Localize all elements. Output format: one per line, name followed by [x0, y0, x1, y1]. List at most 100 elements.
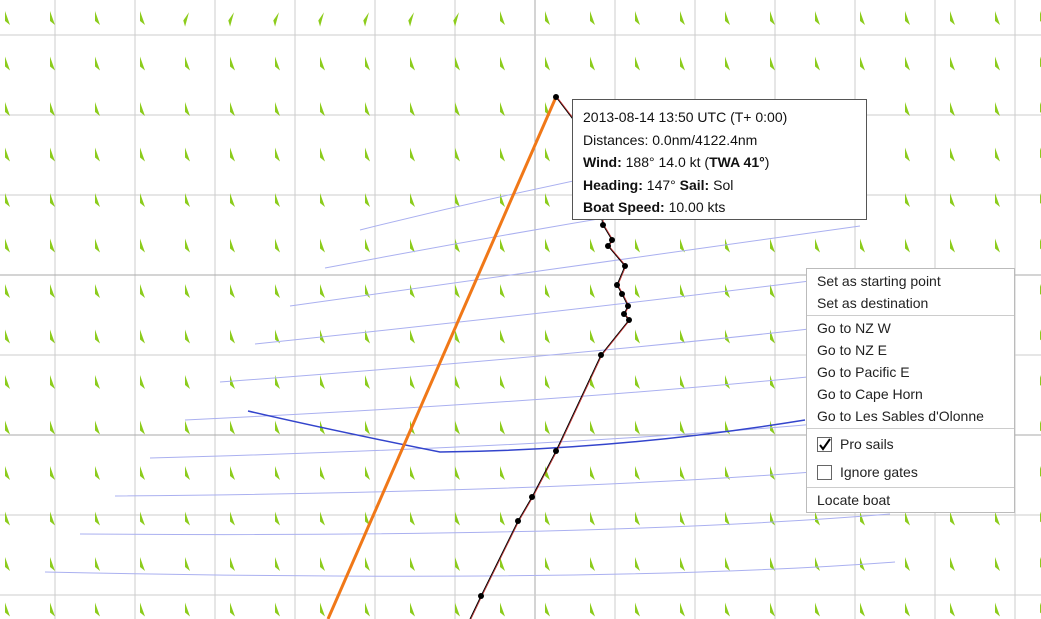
- wind-arrow: [995, 102, 1000, 116]
- checkbox[interactable]: [817, 436, 832, 452]
- menu-label: Go to NZ W: [817, 320, 891, 336]
- menu-item[interactable]: Go to NZ W: [807, 317, 1014, 339]
- wind-arrow: [5, 102, 10, 116]
- wind-arrow: [500, 102, 505, 116]
- wind-arrow: [365, 375, 370, 389]
- menu-item[interactable]: Go to NZ E: [807, 339, 1014, 361]
- wind-arrow: [455, 602, 460, 617]
- wind-arrow: [500, 375, 505, 389]
- wind-arrow: [365, 602, 370, 617]
- label: Heading:: [583, 176, 643, 193]
- wind-arrow: [455, 375, 460, 389]
- wind-arrow: [185, 56, 190, 71]
- menu-group: Locate boat: [807, 488, 1014, 512]
- orthodromy: [326, 96, 558, 619]
- wind-arrow: [50, 557, 55, 571]
- wind-arrow: [725, 11, 730, 25]
- wind-arrow: [680, 11, 685, 25]
- wind-arrow: [770, 466, 775, 480]
- menu-label: Go to Cape Horn: [817, 386, 923, 402]
- route-point: [515, 518, 521, 524]
- route-point: [478, 593, 484, 599]
- wind-arrow: [905, 102, 910, 116]
- wind-arrow: [455, 56, 460, 71]
- menu-item[interactable]: Pro sails: [807, 430, 1014, 458]
- wind-arrow: [995, 238, 1000, 253]
- wind-arrow: [140, 284, 145, 298]
- wind-arrow: [545, 329, 550, 344]
- wind-arrow: [50, 147, 55, 162]
- wind-arrow: [95, 102, 100, 116]
- wind-arrow: [5, 511, 10, 526]
- tooltip: 2013-08-14 13:50 UTC (T+ 0:00) Distances…: [572, 99, 867, 220]
- wind-arrow: [635, 466, 640, 480]
- wind-arrow: [545, 375, 550, 389]
- wind-arrow: [860, 11, 865, 25]
- wind-arrow: [905, 511, 910, 526]
- wind-arrow: [95, 511, 100, 526]
- wind-arrow: [320, 557, 325, 571]
- wind-arrow: [860, 511, 865, 526]
- wind-arrow: [725, 511, 730, 526]
- wind-arrow: [725, 238, 730, 253]
- wind-arrow: [185, 602, 190, 617]
- menu-group: Set as starting point Set as destination: [807, 269, 1014, 316]
- route-point: [605, 243, 611, 249]
- wind-arrow: [635, 375, 640, 389]
- wind-arrow: [995, 602, 1000, 617]
- wind-arrow: [545, 238, 550, 253]
- wind-arrow: [770, 375, 775, 389]
- isochrone: [44, 561, 896, 577]
- wind-arrow: [320, 375, 325, 389]
- wind-arrow: [950, 102, 955, 116]
- route-point: [614, 282, 620, 288]
- wind-arrow: [545, 193, 550, 207]
- wind-arrow: [140, 102, 145, 116]
- menu-item[interactable]: Locate boat: [807, 489, 1014, 511]
- wind-arrow: [273, 12, 280, 27]
- wind-arrow: [950, 193, 955, 207]
- menu-item[interactable]: Go to Les Sables d'Olonne: [807, 405, 1014, 427]
- isochrone: [114, 465, 886, 497]
- wind-arrow: [590, 511, 595, 526]
- menu-item[interactable]: Ignore gates: [807, 458, 1014, 486]
- wind-arrow: [5, 557, 10, 571]
- wind-arrow: [95, 375, 100, 389]
- wind-arrow: [275, 466, 280, 480]
- checkbox[interactable]: [817, 464, 832, 480]
- menu-item[interactable]: Set as destination: [807, 292, 1014, 314]
- wind-arrow: [230, 102, 235, 116]
- wind-arrow: [185, 511, 190, 526]
- wind-arrow: [365, 420, 370, 435]
- wind-arrow: [320, 602, 325, 617]
- wind-arrow: [140, 420, 145, 435]
- label: Sail:: [679, 176, 710, 193]
- wind-arrow: [275, 193, 280, 207]
- wind-arrow: [590, 420, 595, 435]
- wind-arrow: [815, 602, 820, 617]
- wind-arrow: [500, 147, 505, 162]
- wind-arrow: [455, 193, 460, 207]
- wind-arrow: [635, 329, 640, 344]
- menu-group: Pro sails Ignore gates: [807, 429, 1014, 488]
- wind-arrow: [815, 557, 820, 571]
- menu-item[interactable]: Go to Pacific E: [807, 361, 1014, 383]
- wind-arrow: [545, 56, 550, 71]
- wind-arrow: [410, 375, 415, 389]
- wind-arrow: [365, 329, 370, 344]
- tip-distances: Distances: 0.0nm/4122.4nm: [583, 131, 758, 148]
- wind-arrow: [320, 147, 325, 162]
- wind-arrow: [725, 375, 730, 389]
- wind-arrow: [50, 56, 55, 71]
- wind-arrow: [95, 466, 100, 480]
- wind-arrow: [5, 602, 10, 617]
- menu-item[interactable]: Go to Cape Horn: [807, 383, 1014, 405]
- wind-arrow: [635, 602, 640, 617]
- wind-arrow: [635, 11, 640, 25]
- wind-arrow: [455, 466, 460, 480]
- wind-arrow: [275, 56, 280, 71]
- wind-arrow: [950, 511, 955, 526]
- label: Boat Speed:: [583, 199, 665, 215]
- menu-item[interactable]: Set as starting point: [807, 270, 1014, 292]
